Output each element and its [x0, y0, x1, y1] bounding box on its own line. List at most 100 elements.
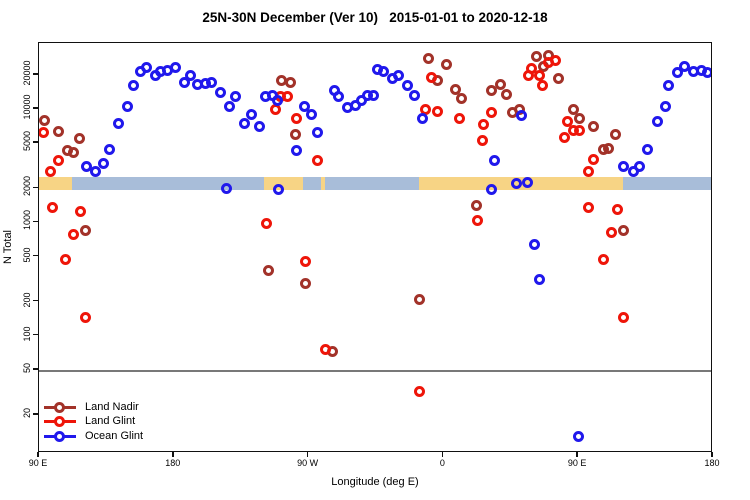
legend-label: Land Nadir [85, 400, 139, 413]
x-tick [172, 452, 174, 457]
data-point-land-glint [270, 104, 282, 116]
data-point-land-nadir [455, 92, 467, 104]
y-tick-label: 20000 [22, 60, 32, 86]
data-point-ocean-glint [641, 144, 653, 155]
data-point-ocean-glint [312, 127, 324, 139]
data-point-ocean-glint [511, 178, 523, 190]
data-point-ocean-glint [521, 177, 533, 188]
data-point-ocean-glint [169, 61, 181, 73]
data-point-land-glint [550, 54, 562, 66]
data-point-ocean-glint [103, 144, 115, 155]
data-point-land-nadir [587, 121, 599, 133]
surface-band-ocean [325, 176, 420, 191]
data-point-ocean-glint [178, 76, 190, 88]
x-tick-label: 180 [165, 458, 181, 468]
y-tick [33, 368, 38, 370]
legend-item-land-nadir: Land Nadir [44, 400, 143, 415]
data-point-ocean-glint [409, 90, 421, 102]
data-point-land-glint [478, 119, 490, 131]
x-tick [441, 452, 444, 457]
data-point-land-glint [485, 107, 497, 119]
data-point-land-glint [611, 203, 623, 215]
x-tick-label: 0 [439, 458, 445, 468]
data-point-ocean-glint [701, 67, 711, 79]
y-tick [33, 413, 38, 415]
x-axis-title: Longitude (deg E) [331, 476, 419, 488]
data-point-land-glint [617, 311, 629, 323]
data-point-land-glint [300, 256, 312, 268]
data-point-ocean-glint [401, 79, 413, 91]
data-point-land-nadir [67, 147, 79, 159]
data-point-land-glint [559, 132, 571, 144]
data-point-land-nadir [602, 142, 614, 154]
legend-label: Land Glint [85, 415, 136, 428]
x-tick [711, 452, 713, 457]
data-point-ocean-glint [298, 100, 310, 112]
data-point-ocean-glint [671, 67, 683, 79]
data-point-ocean-glint [367, 89, 379, 101]
x-tick [37, 452, 39, 457]
data-point-land-glint [60, 254, 72, 266]
x-tick [306, 452, 309, 457]
data-point-land-nadir [422, 52, 434, 64]
data-point-land-nadir [530, 51, 542, 63]
data-point-land-glint [291, 112, 303, 124]
data-point-land-glint [583, 166, 595, 178]
data-point-ocean-glint [238, 118, 250, 130]
data-point-land-glint [605, 226, 617, 238]
data-point-land-glint [39, 127, 49, 139]
data-point-land-glint [67, 229, 79, 241]
surface-band-land [39, 176, 72, 191]
reference-line [39, 369, 711, 372]
data-point-land-nadir [553, 73, 565, 85]
data-point-land-nadir [449, 83, 461, 95]
data-point-ocean-glint [205, 76, 217, 88]
legend-item-ocean-glint: Ocean Glint [44, 429, 143, 444]
land-nadir-marker-icon [44, 401, 76, 413]
data-point-ocean-glint [662, 79, 674, 91]
data-point-land-glint [425, 72, 437, 84]
x-tick-label: 90 E [567, 458, 587, 468]
y-axis-title: N Total [2, 229, 14, 265]
data-point-land-nadir [568, 104, 580, 116]
data-point-ocean-glint [488, 155, 500, 167]
data-point-ocean-glint [220, 182, 232, 194]
x-tick-label: 90 E [28, 458, 48, 468]
data-point-land-glint [319, 344, 331, 356]
data-point-ocean-glint [679, 60, 691, 72]
land-glint-marker-icon [44, 416, 76, 428]
data-point-land-glint [261, 217, 273, 229]
data-point-land-glint [75, 205, 87, 217]
data-point-land-nadir [617, 225, 629, 237]
x-tick-label: 180 [704, 458, 720, 468]
data-point-land-glint [282, 90, 294, 102]
y-tick [33, 299, 38, 302]
data-point-ocean-glint [121, 100, 133, 112]
chart-title: 25N-30N December (Ver 10) 2015-01-01 to … [202, 10, 548, 25]
data-point-land-glint [574, 124, 586, 136]
data-point-land-nadir [485, 85, 497, 97]
surface-band-ocean [71, 176, 264, 191]
y-tick [33, 220, 38, 223]
data-point-land-glint [454, 112, 466, 124]
y-tick [33, 186, 38, 189]
surface-band-land [320, 176, 326, 191]
data-point-ocean-glint [485, 184, 497, 196]
data-point-ocean-glint [112, 118, 124, 130]
data-point-land-nadir [73, 133, 85, 145]
data-point-ocean-glint [392, 69, 404, 81]
data-point-ocean-glint [652, 115, 664, 127]
data-point-land-glint [536, 79, 548, 91]
data-point-land-nadir [470, 200, 482, 212]
data-point-land-glint [476, 134, 488, 146]
y-tick [33, 141, 38, 143]
data-point-land-nadir [300, 277, 312, 289]
data-point-land-nadir [440, 58, 452, 70]
data-point-land-glint [526, 62, 538, 74]
data-point-land-nadir [413, 293, 425, 305]
x-tick-label: 90 W [297, 458, 319, 468]
data-point-ocean-glint [515, 109, 527, 121]
data-point-land-glint [413, 386, 425, 398]
data-point-land-nadir [262, 264, 274, 276]
